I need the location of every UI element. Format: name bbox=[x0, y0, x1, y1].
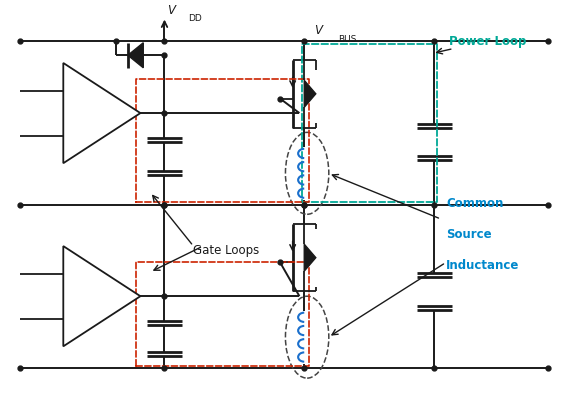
Polygon shape bbox=[63, 64, 140, 164]
Text: V: V bbox=[168, 4, 176, 17]
Polygon shape bbox=[128, 44, 143, 68]
Text: DD: DD bbox=[189, 13, 202, 22]
Polygon shape bbox=[63, 247, 140, 346]
Text: Power Loop: Power Loop bbox=[449, 35, 526, 48]
Text: Gate Loops: Gate Loops bbox=[194, 243, 260, 256]
Text: Inductance: Inductance bbox=[446, 258, 519, 271]
Text: Source: Source bbox=[446, 228, 491, 241]
Text: V: V bbox=[314, 24, 322, 37]
Text: BUS: BUS bbox=[338, 35, 356, 44]
Polygon shape bbox=[304, 245, 316, 271]
Polygon shape bbox=[304, 81, 316, 108]
Text: Common: Common bbox=[446, 197, 503, 210]
